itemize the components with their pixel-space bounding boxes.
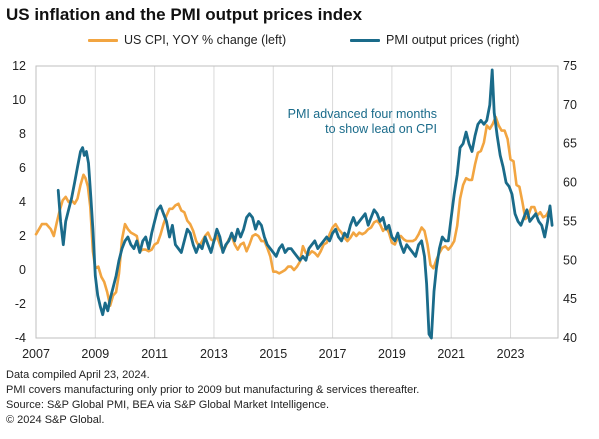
y-right-tick-label: 45 — [563, 292, 577, 306]
legend-label-pmi: PMI output prices (right) — [386, 33, 520, 47]
legend: US CPI, YOY % change (left) PMI output p… — [0, 33, 599, 53]
footnotes: Data compiled April 23, 2024. PMI covers… — [6, 368, 419, 428]
y-left-tick-label: -4 — [15, 331, 26, 345]
y-left-tick-label: 0 — [19, 263, 26, 277]
cpi-series-line — [34, 115, 551, 307]
x-tick-label: 2007 — [22, 347, 50, 361]
annotation-line-1: PMI advanced four months — [288, 107, 437, 121]
y-right-tick-label: 65 — [563, 137, 577, 151]
legend-item-cpi: US CPI, YOY % change (left) — [88, 33, 286, 47]
x-tick-label: 2015 — [259, 347, 287, 361]
y-right-tick-label: 55 — [563, 214, 577, 228]
footnote-source: Source: S&P Global PMI, BEA via S&P Glob… — [6, 399, 330, 411]
x-tick-label: 2011 — [141, 347, 168, 361]
footnote-copyright: © 2024 S&P Global. — [6, 414, 105, 426]
series-lines — [34, 68, 554, 340]
legend-swatch-pmi — [350, 38, 380, 42]
x-tick-label: 2017 — [319, 347, 347, 361]
y-left-tick-label: -2 — [15, 297, 26, 311]
chart-title: US inflation and the PMI output prices i… — [6, 5, 363, 24]
x-tick-label: 2009 — [81, 347, 109, 361]
y-right-tick-label: 40 — [563, 331, 577, 345]
y-right-tick-label: 50 — [563, 253, 577, 267]
legend-label-cpi: US CPI, YOY % change (left) — [124, 33, 287, 47]
legend-swatch-cpi — [88, 38, 118, 42]
y-left-tick-label: 12 — [12, 59, 26, 73]
y-left-tick-label: 2 — [19, 229, 26, 243]
y-right-tick-label: 60 — [563, 176, 577, 190]
footnote-compiled: Data compiled April 23, 2024. — [6, 369, 150, 381]
legend-item-pmi: PMI output prices (right) — [350, 33, 519, 47]
y-left-tick-label: 6 — [19, 161, 26, 175]
x-tick-label: 2023 — [497, 347, 525, 361]
y-left-tick-label: 4 — [19, 195, 26, 209]
y-right-tick-label: 75 — [563, 59, 577, 73]
plot-border — [35, 65, 559, 339]
axes: 2007 2009 2011 2013 2015 2017 2019 2021 2023 -4 -2… — [12, 59, 577, 361]
x-tick-label: 2019 — [378, 347, 406, 361]
footnote-coverage: PMI covers manufacturing only prior to 2… — [6, 384, 420, 396]
pmi-series-line — [56, 68, 554, 340]
gridlines — [35, 66, 512, 338]
y-left-tick-label: 8 — [19, 127, 26, 141]
x-tick-label: 2013 — [200, 347, 228, 361]
x-tick-label: 2021 — [437, 347, 465, 361]
annotation-line-2: to show lead on CPI — [325, 122, 437, 136]
y-right-tick-label: 70 — [563, 98, 577, 112]
y-left-tick-label: 10 — [12, 93, 26, 107]
